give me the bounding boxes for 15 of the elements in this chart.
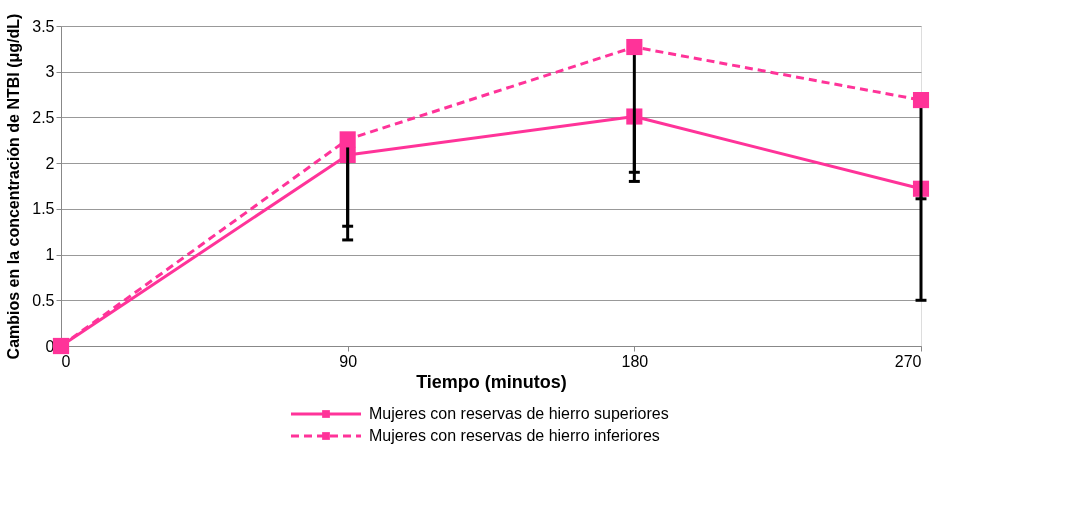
legend-label: Mujeres con reservas de hierro superiores	[369, 405, 669, 422]
y-tick-label: 1.5	[32, 200, 55, 218]
y-tick-label: 2	[45, 154, 55, 172]
x-tick-label: 180	[621, 352, 649, 370]
x-tick-label: 0	[61, 352, 71, 370]
y-tick-label: 0.5	[32, 291, 55, 309]
y-tick-label: 3	[45, 63, 55, 81]
y-tick-label: 2.5	[32, 108, 55, 126]
y-tick-label: 3.5	[32, 17, 55, 35]
x-axis-title: Tiempo (minutos)	[416, 371, 567, 392]
x-tick-label: 90	[339, 352, 358, 370]
x-tick-label: 270	[894, 352, 922, 370]
y-axis-title: Cambios en la concentración de NTBI (μg/dL)	[5, 13, 23, 360]
y-tick-label: 1	[45, 246, 55, 264]
legend-label: Mujeres con reservas de hierro inferiores	[369, 427, 660, 444]
